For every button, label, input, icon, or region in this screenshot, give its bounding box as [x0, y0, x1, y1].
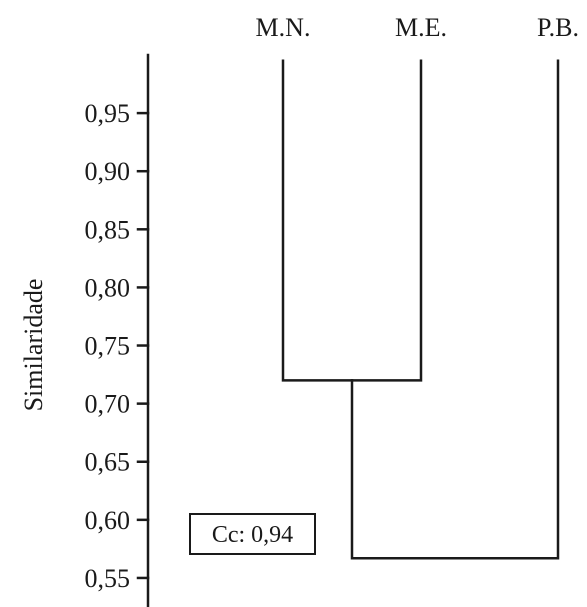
- y-tick-label: 0,95: [85, 99, 131, 128]
- leaf-labels: M.N. M.E. P.B.: [256, 13, 579, 42]
- y-tick-label: 0,55: [85, 564, 131, 593]
- y-tick-label: 0,60: [85, 506, 131, 535]
- leaf-label: M.E.: [395, 13, 447, 42]
- leaf-label: P.B.: [537, 13, 579, 42]
- y-axis-ticks: 0,95 0,90 0,85 0,80 0,75 0,70 0,65 0,60 0,55: [85, 99, 150, 593]
- y-axis-title: Similaridade: [19, 279, 48, 412]
- y-tick-label: 0,75: [85, 332, 131, 361]
- y-tick-label: 0,90: [85, 157, 131, 186]
- branch-mn-me: [281, 59, 423, 382]
- leaf-label: M.N.: [256, 13, 311, 42]
- cophenetic-coefficient-box: Cc: 0,94: [189, 513, 316, 555]
- branch-cluster-pb: [350, 59, 560, 560]
- y-tick-label: 0,80: [85, 273, 131, 302]
- coefficient-label: Cc: 0,94: [212, 522, 293, 548]
- coefficient-box-frame: [189, 513, 316, 555]
- y-tick-label: 0,70: [85, 390, 131, 419]
- y-tick-label: 0,85: [85, 215, 131, 244]
- y-tick-label: 0,65: [85, 448, 131, 477]
- dendrogram-branches: [281, 59, 560, 560]
